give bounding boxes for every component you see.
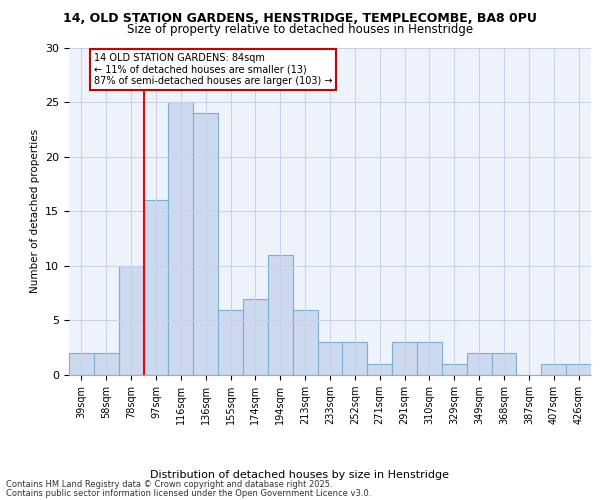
Bar (467, 353, 491, 375)
Bar (491, 353, 517, 375)
Text: Size of property relative to detached houses in Henstridge: Size of property relative to detached ho… (127, 22, 473, 36)
Text: Contains HM Land Registry data © Crown copyright and database right 2025.: Contains HM Land Registry data © Crown c… (6, 480, 332, 489)
Bar (566, 364, 591, 375)
Bar (169, 102, 193, 375)
Bar (417, 342, 442, 375)
Text: 14 OLD STATION GARDENS: 84sqm
← 11% of detached houses are smaller (13)
87% of s: 14 OLD STATION GARDENS: 84sqm ← 11% of d… (94, 53, 332, 86)
Text: 14, OLD STATION GARDENS, HENSTRIDGE, TEMPLECOMBE, BA8 0PU: 14, OLD STATION GARDENS, HENSTRIDGE, TEM… (63, 12, 537, 26)
Y-axis label: Number of detached properties: Number of detached properties (29, 129, 40, 294)
Bar (367, 364, 392, 375)
Bar (243, 298, 268, 375)
Bar (392, 342, 417, 375)
Bar (69, 353, 94, 375)
Bar (541, 364, 566, 375)
Bar (317, 342, 343, 375)
Bar (119, 266, 143, 375)
Text: Distribution of detached houses by size in Henstridge: Distribution of detached houses by size … (151, 470, 449, 480)
Bar (293, 310, 317, 375)
Bar (94, 353, 119, 375)
Bar (218, 310, 243, 375)
Text: Contains public sector information licensed under the Open Government Licence v3: Contains public sector information licen… (6, 488, 371, 498)
Bar (442, 364, 467, 375)
Bar (193, 113, 218, 375)
Bar (343, 342, 367, 375)
Bar (143, 200, 169, 375)
Bar (268, 255, 293, 375)
